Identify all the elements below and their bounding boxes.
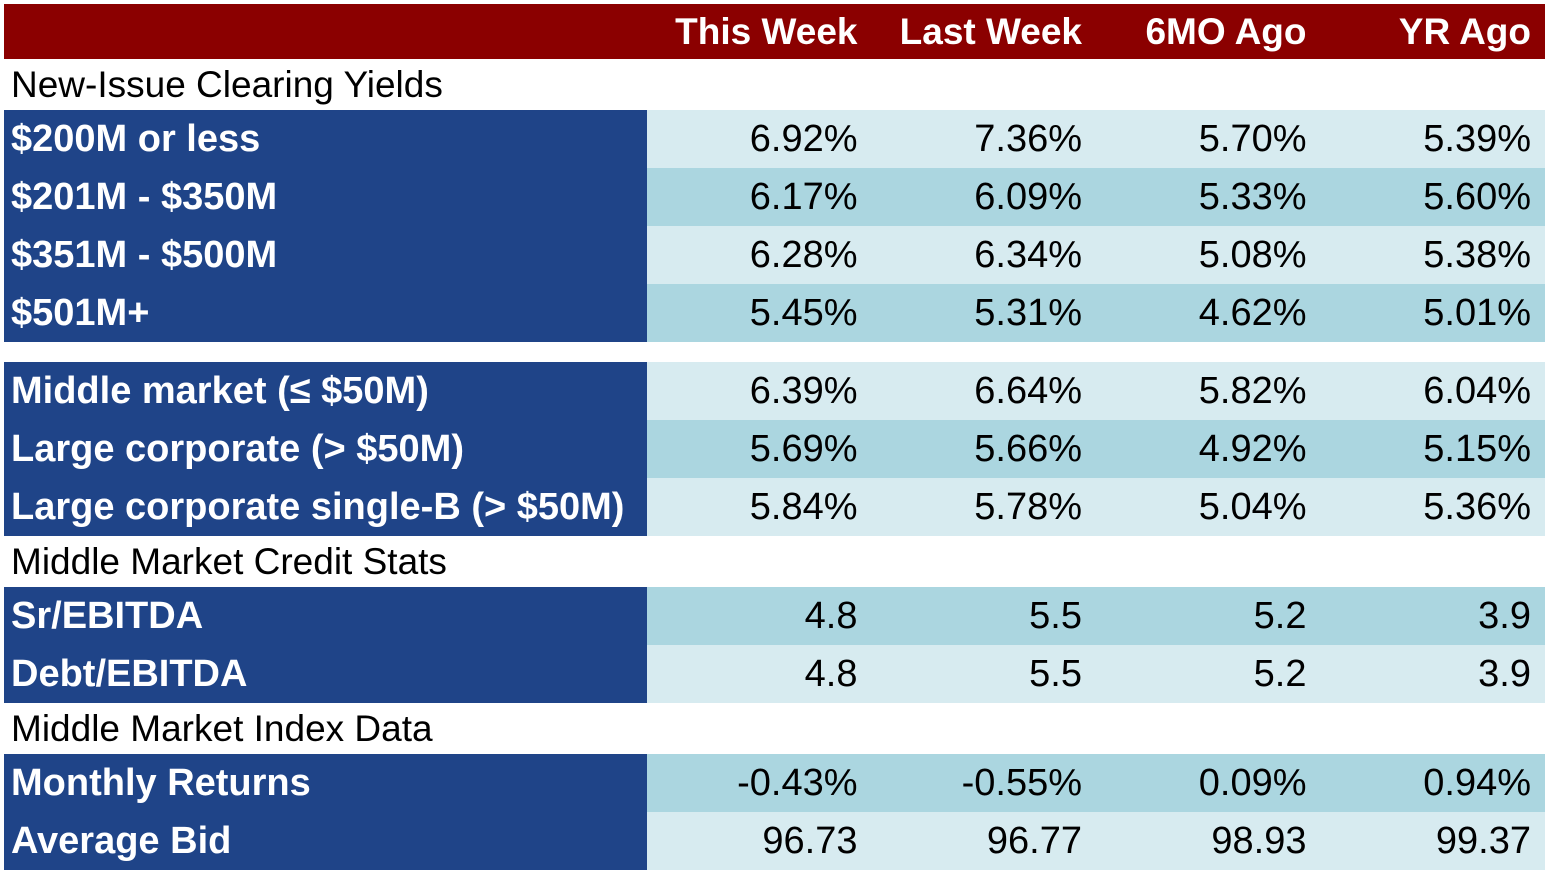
row-label: Large corporate single-B (> $50M) (4, 478, 647, 536)
table-cell: 5.84% (647, 478, 872, 536)
table-row: Average Bid 96.73 96.77 98.93 99.37 (4, 812, 1545, 870)
table-cell: 6.28% (647, 226, 872, 284)
table-cell: 5.70% (1096, 110, 1321, 168)
table-cell: 5.78% (871, 478, 1096, 536)
section-title-row: Middle Market Index Data (4, 703, 1545, 754)
section-title-row: New-Issue Clearing Yields (4, 59, 1545, 110)
table-cell: 3.9 (1320, 645, 1545, 703)
table-row: Large corporate single-B (> $50M) 5.84% 5.… (4, 478, 1545, 536)
table-cell: 96.77 (871, 812, 1096, 870)
table-cell: -0.55% (871, 754, 1096, 812)
table-cell: 5.08% (1096, 226, 1321, 284)
table-cell: 5.01% (1320, 284, 1545, 342)
table-cell: 5.5 (871, 587, 1096, 645)
column-header: Last Week (899, 10, 1082, 52)
row-label: $351M - $500M (4, 226, 647, 284)
table-cell: 6.34% (871, 226, 1096, 284)
row-label: $501M+ (4, 284, 647, 342)
table-cell: -0.43% (647, 754, 872, 812)
table-row: $201M - $350M 6.17% 6.09% 5.33% 5.60% (4, 168, 1545, 226)
row-label: Average Bid (4, 812, 647, 870)
table-cell: 98.93 (1096, 812, 1321, 870)
header-row: This Week Last Week 6MO Ago YR Ago (4, 4, 1545, 59)
table-row: $501M+ 5.45% 5.31% 4.62% 5.01% (4, 284, 1545, 342)
table-cell: 3.9 (1320, 587, 1545, 645)
table-cell: 4.8 (647, 587, 872, 645)
header-corner (4, 4, 647, 59)
table-cell: 5.2 (1096, 587, 1321, 645)
table-cell: 5.82% (1096, 362, 1321, 420)
row-label: Large corporate (> $50M) (4, 420, 647, 478)
table-cell: 5.66% (871, 420, 1096, 478)
row-label: Monthly Returns (4, 754, 647, 812)
table-row: $200M or less 6.92% 7.36% 5.70% 5.39% (4, 110, 1545, 168)
table-cell: 0.94% (1320, 754, 1545, 812)
column-header: 6MO Ago (1145, 10, 1307, 52)
table-cell: 96.73 (647, 812, 872, 870)
column-header: YR Ago (1398, 10, 1531, 52)
table-cell: 5.38% (1320, 226, 1545, 284)
table-row: Sr/EBITDA 4.8 5.5 5.2 3.9 (4, 587, 1545, 645)
table-cell: 4.92% (1096, 420, 1321, 478)
table-cell: 5.36% (1320, 478, 1545, 536)
table-cell: 5.60% (1320, 168, 1545, 226)
table-cell: 5.5 (871, 645, 1096, 703)
table-cell: 5.31% (871, 284, 1096, 342)
section-title: Middle Market Index Data (4, 703, 1545, 754)
column-header: This Week (675, 10, 858, 52)
table-cell: 5.15% (1320, 420, 1545, 478)
table-cell: 99.37 (1320, 812, 1545, 870)
table-cell: 6.17% (647, 168, 872, 226)
table-cell: 5.33% (1096, 168, 1321, 226)
table-cell: 4.62% (1096, 284, 1321, 342)
market-data-table: This Week Last Week 6MO Ago YR Ago New-I… (4, 4, 1545, 888)
row-label: Debt/EBITDA (4, 645, 647, 703)
table-row: Monthly Returns -0.43% -0.55% 0.09% 0.94% (4, 754, 1545, 812)
table-row: Debt/EBITDA 4.8 5.5 5.2 3.9 (4, 645, 1545, 703)
section-title: New-Issue Clearing Yields (4, 59, 1545, 110)
section-gap-cells (647, 342, 1545, 356)
table-cell: 6.09% (871, 168, 1096, 226)
table-cell: 7.36% (871, 110, 1096, 168)
section-title: Middle Market Credit Stats (4, 536, 1545, 587)
table-cell: 5.2 (1096, 645, 1321, 703)
table-cell: 6.39% (647, 362, 872, 420)
table-cell: 6.64% (871, 362, 1096, 420)
row-label: $201M - $350M (4, 168, 647, 226)
table-row: Middle market (≤ $50M) 6.39% 6.64% 5.82% 6.0… (4, 362, 1545, 420)
table-cell: 0.09% (1096, 754, 1321, 812)
table-row: $351M - $500M 6.28% 6.34% 5.08% 5.38% (4, 226, 1545, 284)
table-cell: 6.92% (647, 110, 872, 168)
row-label: $200M or less (4, 110, 647, 168)
section-gap (4, 342, 647, 356)
table-row: Large corporate (> $50M) 5.69% 5.66% 4.92% 5… (4, 420, 1545, 478)
table-cell: 5.39% (1320, 110, 1545, 168)
table-cell: 5.45% (647, 284, 872, 342)
table-cell: 5.04% (1096, 478, 1321, 536)
row-label: Sr/EBITDA (4, 587, 647, 645)
row-label: Middle market (≤ $50M) (4, 362, 647, 420)
table-cell: 4.8 (647, 645, 872, 703)
section-title-row: Middle Market Credit Stats (4, 536, 1545, 587)
table-cell: 5.69% (647, 420, 872, 478)
table-cell: 6.04% (1320, 362, 1545, 420)
